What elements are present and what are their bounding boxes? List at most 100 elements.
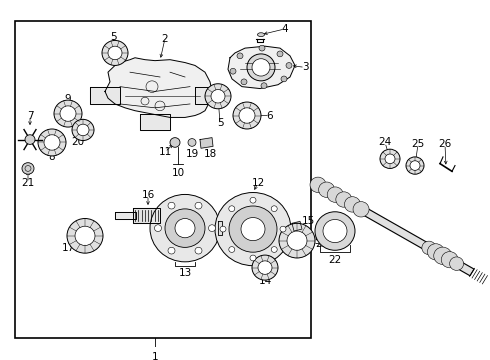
Circle shape	[22, 163, 34, 174]
Circle shape	[170, 138, 180, 147]
Circle shape	[271, 247, 277, 252]
Text: 22: 22	[328, 255, 342, 265]
Circle shape	[108, 46, 122, 60]
Circle shape	[385, 154, 395, 164]
Polygon shape	[218, 221, 222, 235]
Circle shape	[239, 108, 255, 123]
Circle shape	[229, 247, 235, 252]
Text: 1: 1	[152, 352, 158, 360]
Circle shape	[215, 193, 291, 266]
Circle shape	[72, 120, 94, 140]
Circle shape	[220, 226, 226, 232]
Circle shape	[237, 53, 243, 59]
Ellipse shape	[258, 33, 265, 37]
Circle shape	[195, 247, 202, 254]
Circle shape	[450, 257, 464, 270]
Text: 20: 20	[72, 138, 85, 148]
Circle shape	[165, 209, 205, 247]
Text: 8: 8	[49, 152, 55, 162]
Circle shape	[336, 192, 352, 207]
Polygon shape	[140, 114, 170, 130]
Circle shape	[211, 90, 225, 103]
Text: 23: 23	[316, 239, 329, 248]
Circle shape	[38, 129, 66, 156]
Text: 26: 26	[439, 139, 452, 149]
Circle shape	[261, 83, 267, 89]
Circle shape	[318, 182, 335, 197]
Circle shape	[229, 206, 235, 212]
Text: 7: 7	[26, 111, 33, 121]
Circle shape	[205, 84, 231, 109]
Circle shape	[277, 51, 283, 57]
Circle shape	[327, 187, 343, 202]
Polygon shape	[133, 208, 160, 223]
Circle shape	[410, 161, 420, 170]
Circle shape	[427, 244, 444, 260]
Text: 14: 14	[258, 276, 271, 286]
Text: 9: 9	[65, 94, 72, 104]
Circle shape	[233, 102, 261, 129]
Circle shape	[154, 225, 162, 231]
Circle shape	[54, 100, 82, 127]
Circle shape	[230, 68, 236, 74]
Polygon shape	[316, 181, 474, 276]
Circle shape	[259, 45, 265, 51]
Circle shape	[281, 76, 287, 82]
Text: 12: 12	[251, 178, 265, 188]
Circle shape	[150, 194, 220, 262]
Circle shape	[168, 202, 175, 209]
Circle shape	[67, 219, 103, 253]
Circle shape	[344, 197, 361, 212]
Circle shape	[25, 135, 35, 144]
Circle shape	[60, 106, 76, 121]
Text: 6: 6	[267, 111, 273, 121]
Text: 10: 10	[172, 168, 185, 178]
Circle shape	[280, 226, 286, 232]
Circle shape	[252, 59, 270, 76]
Circle shape	[188, 139, 196, 146]
Circle shape	[75, 226, 95, 246]
Circle shape	[250, 197, 256, 203]
Circle shape	[241, 79, 247, 85]
Text: 5: 5	[110, 32, 116, 41]
Circle shape	[252, 255, 278, 280]
Polygon shape	[195, 87, 215, 104]
Circle shape	[229, 206, 277, 252]
Polygon shape	[200, 138, 213, 148]
Circle shape	[241, 217, 265, 240]
Circle shape	[406, 157, 424, 174]
Circle shape	[380, 149, 400, 168]
Circle shape	[434, 247, 452, 265]
Circle shape	[441, 252, 458, 268]
Text: 3: 3	[302, 62, 308, 72]
Text: 24: 24	[378, 138, 392, 148]
Text: 15: 15	[301, 216, 315, 226]
Circle shape	[286, 63, 292, 68]
Text: 17: 17	[61, 243, 74, 253]
Text: 15: 15	[308, 236, 321, 246]
Circle shape	[175, 219, 195, 238]
Circle shape	[250, 255, 256, 261]
Circle shape	[247, 54, 275, 81]
Polygon shape	[90, 87, 120, 104]
Circle shape	[258, 261, 272, 274]
Text: 25: 25	[412, 139, 425, 149]
Text: 19: 19	[185, 149, 198, 159]
Text: 5: 5	[217, 118, 223, 128]
Circle shape	[195, 202, 202, 209]
Circle shape	[271, 206, 277, 212]
Text: 18: 18	[203, 149, 217, 159]
Circle shape	[209, 225, 216, 231]
Circle shape	[310, 177, 326, 193]
Circle shape	[353, 202, 369, 217]
Circle shape	[422, 241, 436, 255]
Polygon shape	[228, 46, 295, 89]
Circle shape	[44, 135, 60, 150]
Polygon shape	[115, 212, 136, 220]
Circle shape	[323, 220, 347, 243]
Polygon shape	[105, 58, 212, 117]
Circle shape	[279, 223, 315, 258]
Text: 2: 2	[162, 33, 168, 44]
Text: 16: 16	[142, 190, 155, 201]
Bar	[15, 21, 311, 338]
